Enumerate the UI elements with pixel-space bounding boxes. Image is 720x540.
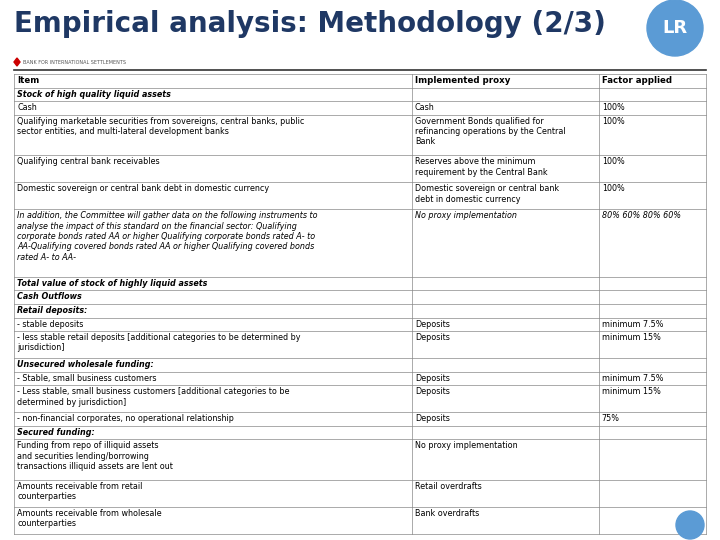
Text: Funding from repo of illiquid assets
and securities lending/borrowing
transactio: Funding from repo of illiquid assets and… (17, 441, 173, 471)
Text: Implemented proxy: Implemented proxy (415, 76, 510, 85)
Text: Deposits: Deposits (415, 387, 450, 396)
Text: 100%: 100% (602, 117, 624, 126)
Text: - Stable, small business customers: - Stable, small business customers (17, 374, 156, 383)
Text: 100%: 100% (602, 184, 624, 193)
Text: Deposits: Deposits (415, 414, 450, 423)
Text: Domestic sovereign or central bank debt in domestic currency: Domestic sovereign or central bank debt … (17, 184, 269, 193)
Text: Retail deposits:: Retail deposits: (17, 306, 87, 315)
Text: Cash Outflows: Cash Outflows (17, 293, 82, 301)
Text: Domestic sovereign or central bank
debt in domestic currency: Domestic sovereign or central bank debt … (415, 184, 559, 204)
Text: No proxy implementation: No proxy implementation (415, 211, 517, 220)
Text: 80% 60% 80% 60%: 80% 60% 80% 60% (602, 211, 680, 220)
Text: 75%: 75% (602, 414, 620, 423)
Text: Cash: Cash (17, 103, 37, 112)
Text: Stock of high quality liquid assets: Stock of high quality liquid assets (17, 90, 171, 98)
Text: Amounts receivable from wholesale
counterparties: Amounts receivable from wholesale counte… (17, 509, 161, 528)
Text: No proxy implementation: No proxy implementation (415, 441, 518, 450)
Text: Deposits: Deposits (415, 374, 450, 383)
Text: Total value of stock of highly liquid assets: Total value of stock of highly liquid as… (17, 279, 207, 288)
Text: - non-financial corporates, no operational relationship: - non-financial corporates, no operation… (17, 414, 234, 423)
Text: Factor applied: Factor applied (602, 76, 672, 85)
Text: LR: LR (662, 19, 688, 37)
Circle shape (647, 0, 703, 56)
Text: Qualifying marketable securities from sovereigns, central banks, public
sector e: Qualifying marketable securities from so… (17, 117, 305, 136)
Text: minimum 7.5%: minimum 7.5% (602, 374, 663, 383)
Text: Government Bonds qualified for
refinancing operations by the Central
Bank: Government Bonds qualified for refinanci… (415, 117, 565, 146)
Text: In addition, the Committee will gather data on the following instruments to
anal: In addition, the Committee will gather d… (17, 211, 318, 262)
Text: Qualifying central bank receivables: Qualifying central bank receivables (17, 157, 160, 166)
Text: Unsecured wholesale funding:: Unsecured wholesale funding: (17, 360, 154, 369)
Text: - less stable retail deposits [additional categories to be determined by
jurisdi: - less stable retail deposits [additiona… (17, 333, 300, 353)
Text: Item: Item (17, 76, 40, 85)
Text: - Less stable, small business customers [additional categories to be
determined : - Less stable, small business customers … (17, 387, 289, 407)
Text: - stable deposits: - stable deposits (17, 320, 84, 328)
Text: minimum 15%: minimum 15% (602, 333, 661, 342)
Text: Reserves above the minimum
requirement by the Central Bank: Reserves above the minimum requirement b… (415, 157, 547, 177)
Text: Amounts receivable from retail
counterparties: Amounts receivable from retail counterpa… (17, 482, 143, 501)
Polygon shape (14, 58, 20, 66)
Text: Deposits: Deposits (415, 333, 450, 342)
Text: minimum 15%: minimum 15% (602, 387, 661, 396)
Text: Secured funding:: Secured funding: (17, 428, 95, 437)
Text: BANK FOR INTERNATIONAL SETTLEMENTS: BANK FOR INTERNATIONAL SETTLEMENTS (23, 59, 126, 64)
Text: 100%: 100% (602, 103, 624, 112)
Text: 100%: 100% (602, 157, 624, 166)
Text: Empirical analysis: Methodology (2/3): Empirical analysis: Methodology (2/3) (14, 10, 606, 38)
Text: minimum 7.5%: minimum 7.5% (602, 320, 663, 328)
Text: Cash: Cash (415, 103, 435, 112)
Text: Bank overdrafts: Bank overdrafts (415, 509, 479, 518)
Text: Deposits: Deposits (415, 320, 450, 328)
Circle shape (676, 511, 704, 539)
Text: Retail overdrafts: Retail overdrafts (415, 482, 482, 491)
